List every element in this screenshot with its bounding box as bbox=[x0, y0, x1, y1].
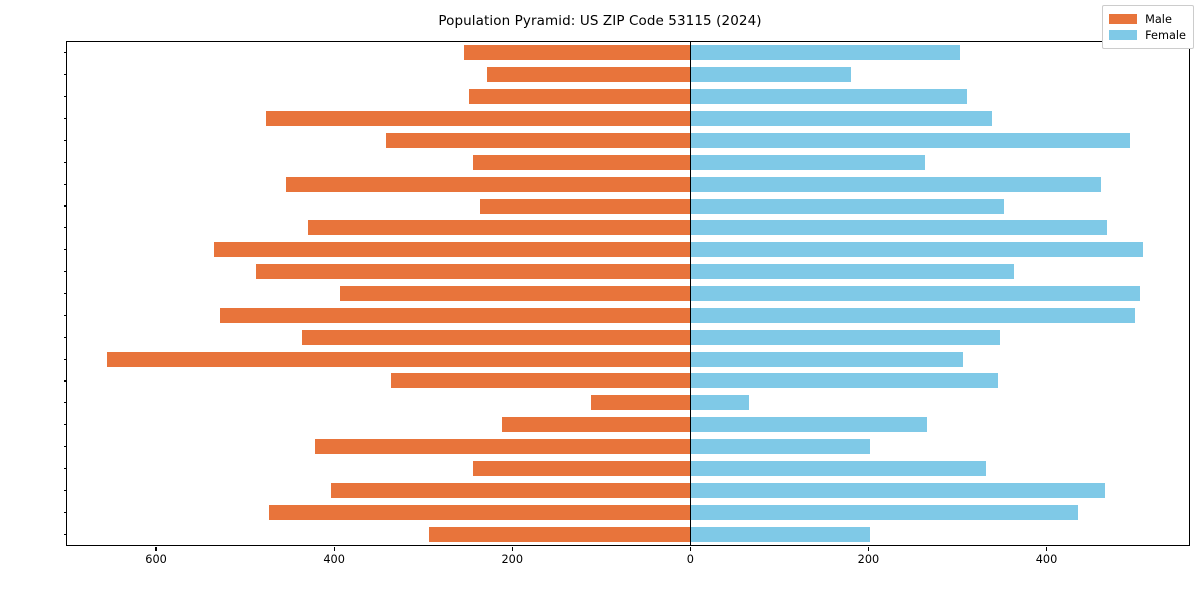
legend-swatch-male bbox=[1109, 14, 1138, 24]
bar-female-80-84 bbox=[690, 67, 851, 83]
bar-male-15-17 bbox=[473, 460, 691, 476]
y-tick-mark bbox=[63, 402, 67, 404]
bar-female-5-9 bbox=[690, 504, 1078, 520]
bar-male-25-29 bbox=[107, 351, 691, 367]
y-tick-mark bbox=[63, 271, 67, 273]
bar-female-60-61 bbox=[690, 198, 1004, 214]
legend-swatch-female bbox=[1109, 30, 1138, 40]
y-tick-mark bbox=[63, 74, 67, 76]
bar-male-21 bbox=[591, 395, 691, 411]
x-tick-label: 200 bbox=[857, 553, 880, 566]
bar-female-22-24 bbox=[690, 373, 998, 389]
bar-female-75-79 bbox=[690, 89, 968, 105]
y-tick-mark bbox=[63, 467, 67, 469]
bar-female-67-69 bbox=[690, 132, 1131, 148]
plot-inner: 85+80-8475-7970-7467-6965-6662-6460-6155… bbox=[63, 42, 1189, 566]
bar-female-21 bbox=[690, 395, 750, 411]
bar-male-5-9 bbox=[269, 504, 691, 520]
plot-area: 85+80-8475-7970-7467-6965-6662-6460-6155… bbox=[63, 41, 1190, 566]
y-tick-mark bbox=[63, 511, 67, 513]
bar-female-20 bbox=[690, 417, 928, 433]
x-tick-label: 200 bbox=[501, 553, 524, 566]
bar-female-70-74 bbox=[690, 111, 993, 127]
x-tick-mark bbox=[511, 547, 513, 551]
bar-female-30-34 bbox=[690, 329, 1001, 345]
chart-title: Population Pyramid: US ZIP Code 53115 (2… bbox=[438, 13, 762, 29]
bar-female-Under 5 bbox=[690, 526, 871, 542]
y-tick-mark bbox=[63, 533, 67, 535]
bar-female-35-39 bbox=[690, 307, 1135, 323]
y-tick-mark bbox=[63, 380, 67, 382]
legend-label-male: Male bbox=[1145, 12, 1172, 26]
y-tick-mark bbox=[63, 139, 67, 141]
bar-male-18-19 bbox=[314, 439, 691, 455]
y-tick-mark bbox=[63, 249, 67, 251]
x-tick-label: 600 bbox=[145, 553, 167, 566]
bar-male-80-84 bbox=[487, 67, 691, 83]
bar-male-40-44 bbox=[340, 286, 691, 301]
y-tick-mark bbox=[63, 117, 67, 120]
x-tick-mark bbox=[867, 547, 869, 551]
y-tick-mark bbox=[63, 446, 67, 448]
legend-item-male[interactable]: Male bbox=[1109, 11, 1186, 27]
y-tick-mark bbox=[63, 424, 67, 426]
x-tick-label: 0 bbox=[686, 553, 694, 566]
x-tick-mark bbox=[689, 547, 691, 551]
y-tick-mark bbox=[63, 314, 67, 316]
bar-female-65-66 bbox=[690, 154, 926, 170]
chart-legend: Male Female bbox=[1102, 5, 1194, 49]
bar-male-65-66 bbox=[473, 154, 691, 170]
bar-female-15-17 bbox=[690, 460, 986, 476]
y-tick-mark bbox=[63, 227, 67, 229]
bar-female-45-49 bbox=[690, 264, 1015, 280]
y-tick-mark bbox=[63, 161, 67, 163]
bar-female-25-29 bbox=[690, 351, 963, 367]
y-tick-mark bbox=[63, 52, 67, 54]
bar-male-Under 5 bbox=[428, 526, 691, 542]
y-tick-mark bbox=[63, 292, 67, 295]
bar-female-18-19 bbox=[690, 439, 871, 455]
bar-male-70-74 bbox=[265, 111, 691, 127]
zero-axis-line bbox=[689, 42, 691, 545]
bar-male-50-54 bbox=[213, 242, 691, 258]
bar-male-10-14 bbox=[330, 482, 691, 498]
bar-female-55-59 bbox=[690, 220, 1108, 236]
x-tick-label: 400 bbox=[1035, 553, 1058, 566]
bar-male-35-39 bbox=[220, 307, 691, 323]
bar-male-45-49 bbox=[255, 264, 691, 280]
legend-item-female[interactable]: Female bbox=[1109, 27, 1186, 43]
y-tick-mark bbox=[63, 358, 67, 360]
bar-male-75-79 bbox=[468, 89, 691, 105]
bar-male-62-64 bbox=[286, 176, 691, 192]
bar-male-67-69 bbox=[385, 132, 691, 148]
x-tick-mark bbox=[155, 547, 157, 551]
bar-female-40-44 bbox=[690, 286, 1141, 301]
bar-male-60-61 bbox=[480, 198, 691, 214]
x-tick-label: 400 bbox=[323, 553, 345, 566]
bar-male-30-34 bbox=[302, 329, 691, 345]
bar-male-55-59 bbox=[308, 220, 691, 236]
y-tick-mark bbox=[63, 336, 67, 338]
x-tick-mark bbox=[333, 547, 335, 551]
y-tick-mark bbox=[63, 205, 67, 207]
y-tick-mark bbox=[63, 96, 67, 98]
bar-female-62-64 bbox=[690, 176, 1101, 192]
bar-female-10-14 bbox=[690, 482, 1106, 498]
bar-male-20 bbox=[501, 417, 691, 433]
bar-female-50-54 bbox=[690, 242, 1143, 258]
bar-female-85+ bbox=[690, 45, 961, 61]
y-tick-mark bbox=[63, 183, 67, 185]
x-tick-mark bbox=[1045, 547, 1048, 551]
legend-label-female: Female bbox=[1145, 28, 1186, 42]
y-tick-mark bbox=[63, 489, 67, 491]
bar-male-85+ bbox=[464, 45, 691, 61]
bar-male-22-24 bbox=[391, 373, 691, 389]
